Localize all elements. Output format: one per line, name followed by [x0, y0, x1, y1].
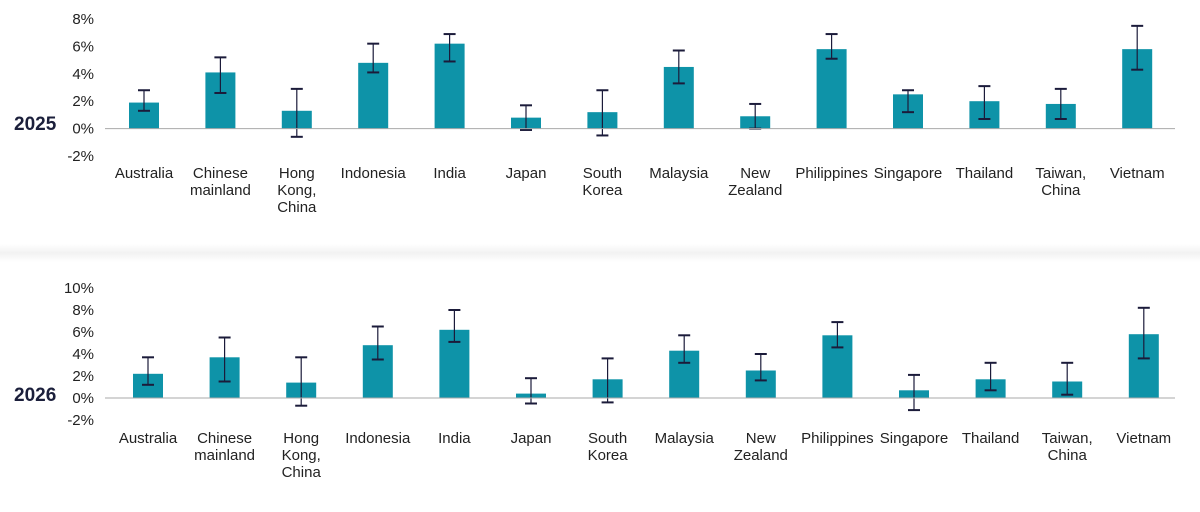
y-tick-label: 8% — [72, 11, 94, 28]
category-label: Taiwan, China — [1035, 165, 1086, 199]
category-label-line: Kong, — [282, 447, 321, 464]
y-tick-label: 4% — [72, 66, 94, 83]
chart-panel-2025: 2025 -2% 0% 2% 4% 6% 8% Australia Chinese mainlan… — [0, 0, 1200, 244]
category-label-line: Taiwan, — [1035, 165, 1086, 182]
y-tick-label: 4% — [72, 346, 94, 363]
category-label: Malaysia — [655, 430, 715, 447]
category-label-line: Zealand — [734, 447, 788, 464]
category-label-line: Singapore — [874, 165, 942, 182]
category-label-line: mainland — [194, 447, 255, 464]
category-label-line: Korea — [582, 182, 623, 199]
category-label-line: Zealand — [728, 182, 782, 199]
category-label: South Korea — [582, 165, 623, 199]
y-tick-label: 2% — [72, 368, 94, 385]
category-label-line: Thailand — [956, 165, 1014, 182]
y-tick-label: 6% — [72, 324, 94, 341]
category-label-line: India — [438, 430, 471, 447]
year-label: 2026 — [14, 385, 56, 406]
category-label: New Zealand — [728, 165, 782, 199]
y-tick-label: 2% — [72, 93, 94, 110]
category-label-line: China — [1048, 447, 1088, 464]
category-label-line: Indonesia — [345, 430, 411, 447]
category-label-line: New — [746, 430, 776, 447]
category-label: Indonesia — [341, 165, 407, 182]
y-tick-label: 0% — [72, 121, 94, 138]
y-tick-label: 10% — [64, 280, 94, 297]
category-label-line: South — [583, 165, 622, 182]
category-label: South Korea — [588, 430, 629, 464]
category-label: Thailand — [956, 165, 1014, 182]
y-tick-label: 6% — [72, 38, 94, 55]
category-label: Hong Kong, China — [277, 165, 317, 216]
category-label: Hong Kong, China — [282, 430, 322, 481]
category-label: Malaysia — [649, 165, 709, 182]
category-label: Taiwan, China — [1042, 430, 1093, 464]
category-label-line: Chinese — [193, 165, 248, 182]
category-label: Indonesia — [345, 430, 411, 447]
category-label-line: Japan — [511, 430, 552, 447]
y-tick-label: -2% — [67, 412, 94, 429]
category-label: Vietnam — [1110, 165, 1165, 182]
category-label: Australia — [115, 165, 174, 182]
category-label-line: Japan — [506, 165, 547, 182]
category-label-line: Indonesia — [341, 165, 407, 182]
category-label-line: Singapore — [880, 430, 948, 447]
category-label-line: China — [1041, 182, 1081, 199]
category-label-line: Kong, — [277, 182, 316, 199]
category-label-line: Australia — [115, 165, 174, 182]
category-label-line: Vietnam — [1116, 430, 1171, 447]
category-label: Australia — [119, 430, 178, 447]
category-label-line: India — [433, 165, 466, 182]
category-label: Japan — [506, 165, 547, 182]
category-label-line: New — [740, 165, 770, 182]
panel-divider — [0, 244, 1200, 262]
category-label: India — [433, 165, 466, 182]
category-label-line: Taiwan, — [1042, 430, 1093, 447]
category-label: Singapore — [880, 430, 948, 447]
category-label-line: Malaysia — [655, 430, 715, 447]
y-tick-label: 0% — [72, 390, 94, 407]
category-label-line: Philippines — [801, 430, 874, 447]
category-label: Thailand — [962, 430, 1020, 447]
category-label-line: Korea — [588, 447, 629, 464]
category-label-line: Thailand — [962, 430, 1020, 447]
chart-panel-2026: 2026 -2% 0% 2% 4% 6% 8% 10% Australia Chinese main… — [0, 262, 1200, 512]
category-label: Philippines — [801, 430, 874, 447]
category-label: Chinese mainland — [190, 165, 251, 199]
category-label-line: Hong — [279, 165, 315, 182]
year-label: 2025 — [14, 114, 57, 135]
chart-2025: 2025 -2% 0% 2% 4% 6% 8% Australia Chinese mainlan… — [14, 11, 1175, 216]
y-tick-label: 8% — [72, 302, 94, 319]
category-label: New Zealand — [734, 430, 788, 464]
category-label: Chinese mainland — [194, 430, 255, 464]
category-label-line: Vietnam — [1110, 165, 1165, 182]
category-label: Philippines — [795, 165, 868, 182]
category-label: Vietnam — [1116, 430, 1171, 447]
category-label-line: Australia — [119, 430, 178, 447]
bar — [816, 49, 847, 129]
chart-2026: 2026 -2% 0% 2% 4% 6% 8% 10% Australia Chinese main… — [14, 280, 1175, 481]
bar — [358, 62, 389, 129]
category-label-line: China — [282, 464, 322, 481]
category-label-line: Hong — [283, 430, 319, 447]
category-label-line: Philippines — [795, 165, 868, 182]
category-label-line: China — [277, 199, 317, 216]
category-label-line: mainland — [190, 182, 251, 199]
category-label-line: Chinese — [197, 430, 252, 447]
category-label: Japan — [511, 430, 552, 447]
category-label: Singapore — [874, 165, 942, 182]
y-tick-label: -2% — [67, 148, 94, 165]
category-label-line: South — [588, 430, 627, 447]
category-label: India — [438, 430, 471, 447]
category-label-line: Malaysia — [649, 165, 709, 182]
